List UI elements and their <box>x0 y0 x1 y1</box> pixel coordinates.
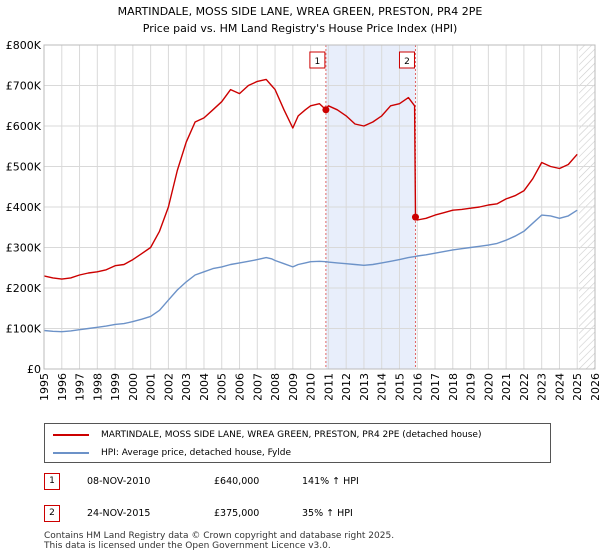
transaction-label-box <box>309 51 326 69</box>
x-tick-label: 2017 <box>429 373 442 400</box>
x-tick-label: 2004 <box>198 373 211 400</box>
y-tick-label: £500K <box>6 161 42 174</box>
transaction-date: 08-NOV-2010 <box>87 476 151 487</box>
transaction-label: 2 <box>404 57 410 67</box>
legend-item-hpi: HPI: Average price, detached house, Fyld… <box>53 445 291 461</box>
x-tick-label: 2021 <box>500 373 513 400</box>
x-tick-label: 2001 <box>145 373 158 400</box>
transaction-marker-badge: 2 <box>44 505 60 522</box>
y-tick-label: £700K <box>6 80 42 93</box>
transaction-price: £375,000 <box>214 508 260 519</box>
footer: Contains HM Land Registry data © Crown c… <box>44 531 394 551</box>
x-tick-label: 1995 <box>38 373 51 400</box>
price-chart: MARTINDALE, MOSS SIDE LANE, WREA GREEN, … <box>6 5 600 400</box>
x-tick-label: 2014 <box>376 373 389 400</box>
x-tick-label: 2018 <box>447 373 460 400</box>
x-tick-label: 2019 <box>465 373 478 400</box>
chart-subtitle: Price paid vs. HM Land Registry's House … <box>143 22 458 35</box>
hpi-line <box>43 209 578 333</box>
y-tick-label: £400K <box>6 201 42 214</box>
y-tick-label: £0 <box>27 363 41 376</box>
legend-swatch-hpi <box>53 451 89 454</box>
x-tick-label: 2023 <box>536 373 549 400</box>
transaction-label-box <box>398 51 415 69</box>
y-tick-label: £100K <box>6 323 42 336</box>
x-tick-label: 1998 <box>91 373 104 400</box>
property-price-line <box>43 78 578 280</box>
transaction-hpi-change: 141% ↑ HPI <box>302 476 359 487</box>
x-tick-label: 1996 <box>56 373 69 400</box>
x-tick-label: 2000 <box>127 373 140 400</box>
footer-copyright: Contains HM Land Registry data © Crown c… <box>44 531 395 541</box>
x-tick-label: 2006 <box>234 373 247 400</box>
transaction-label: 1 <box>315 57 321 67</box>
x-tick-label: 2003 <box>180 373 193 400</box>
transaction-price: £640,000 <box>214 476 260 487</box>
transaction-point <box>322 106 330 114</box>
plot-area: £0 £100K £200K £300K £400K £500K £600K £700K £80… <box>6 39 600 400</box>
x-tick-label: 2012 <box>340 373 353 400</box>
y-tick-label: £600K <box>6 120 42 133</box>
x-tick-label: 2009 <box>287 373 300 400</box>
x-tick-label: 2022 <box>518 373 531 400</box>
x-tick-label: 2007 <box>251 373 264 400</box>
x-tick-label: 2025 <box>571 373 584 400</box>
x-tick-label: 2002 <box>162 373 175 400</box>
x-tick-label: 1997 <box>74 373 87 400</box>
x-tick-label: 2016 <box>411 373 424 400</box>
x-tick-label: 2005 <box>216 373 229 400</box>
transaction-date: 24-NOV-2015 <box>87 508 151 519</box>
x-tick-label: 2008 <box>269 373 282 400</box>
plot-frame <box>43 44 596 370</box>
legend-label-hpi: HPI: Average price, detached house, Fyld… <box>101 448 292 458</box>
x-tick-label: 2026 <box>589 373 600 400</box>
x-tick-label: 2024 <box>553 373 566 400</box>
chart-title: MARTINDALE, MOSS SIDE LANE, WREA GREEN, … <box>118 5 483 18</box>
legend-label-property: MARTINDALE, MOSS SIDE LANE, WREA GREEN, … <box>101 430 482 440</box>
y-tick-label: £800K <box>6 39 42 52</box>
transaction-hpi-change: 35% ↑ HPI <box>302 508 353 519</box>
y-tick-label: £300K <box>6 242 42 255</box>
legend-swatch-property <box>53 433 89 436</box>
x-tick-label: 2010 <box>305 373 318 400</box>
legend-item-property: MARTINDALE, MOSS SIDE LANE, WREA GREEN, … <box>53 427 481 443</box>
x-tick-label: 2013 <box>358 373 371 400</box>
x-tick-label: 2015 <box>393 373 406 400</box>
transaction-point <box>411 213 419 221</box>
footer-license: This data is licensed under the Open Gov… <box>44 541 331 551</box>
x-tick-label: 1999 <box>109 373 122 400</box>
x-tick-label: 2020 <box>482 373 495 400</box>
transaction-marker-badge: 1 <box>44 473 60 490</box>
y-tick-label: £200K <box>6 282 42 295</box>
legend: MARTINDALE, MOSS SIDE LANE, WREA GREEN, … <box>44 423 551 463</box>
x-tick-label: 2011 <box>322 373 335 400</box>
